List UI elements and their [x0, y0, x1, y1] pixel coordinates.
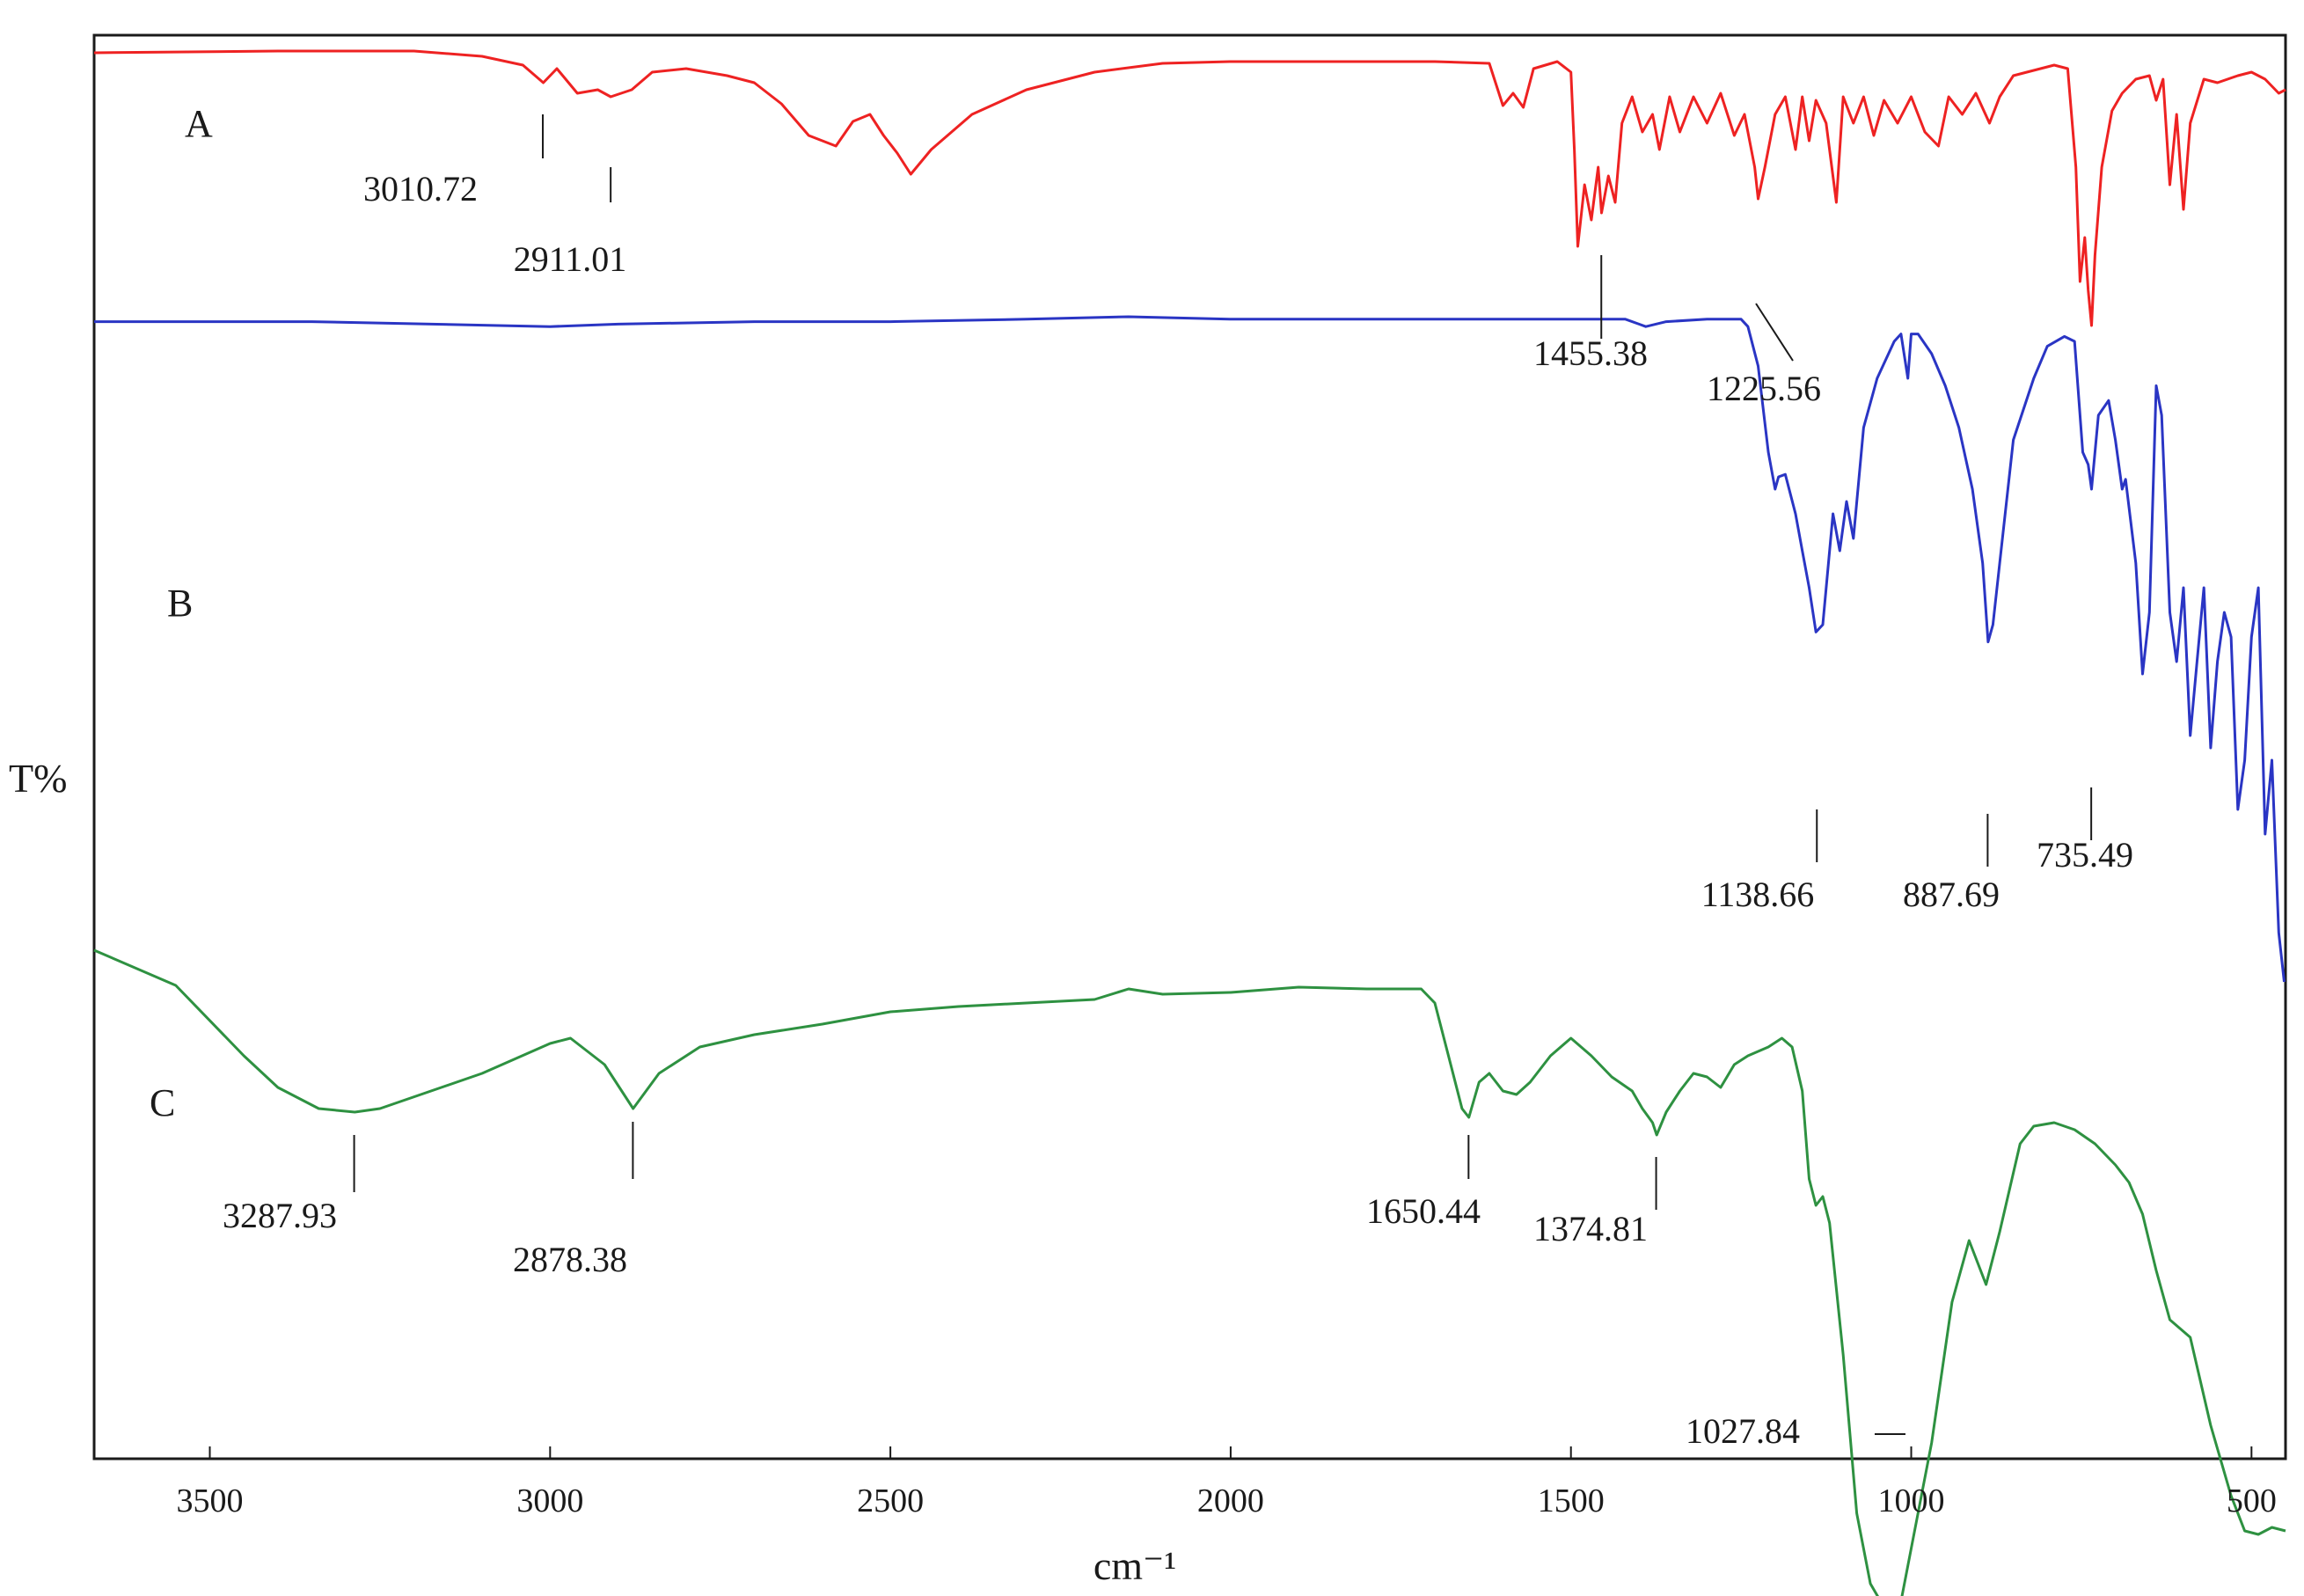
- x-axis-title: cm⁻¹: [1093, 1543, 1176, 1588]
- peak-label: 887.69: [1903, 875, 2000, 914]
- peak-label: 1650.44: [1366, 1191, 1481, 1231]
- series-line-c: [93, 948, 2286, 1596]
- peak-label: 2911.01: [514, 239, 627, 279]
- series-line-b: [94, 315, 2286, 983]
- plot-frame: [92, 33, 2287, 1461]
- series-line-a: [93, 49, 2286, 327]
- peak-label: 735.49: [2037, 835, 2133, 875]
- series-label-b: B: [167, 582, 193, 625]
- peak-label: 1027.84: [1686, 1411, 1800, 1451]
- peak-label: 3010.72: [363, 169, 478, 209]
- peak-marker: [1755, 303, 1794, 362]
- x-tick-label: 2500: [857, 1483, 924, 1519]
- x-tick-label: 1500: [1538, 1483, 1605, 1519]
- peak-label: 1138.66: [1701, 875, 1815, 914]
- peak-label: 1225.56: [1707, 369, 1821, 408]
- series-label-a: A: [185, 102, 213, 145]
- x-tick-label: 3000: [516, 1483, 583, 1519]
- y-axis-title: T%: [9, 756, 67, 801]
- peak-label: 1374.81: [1533, 1209, 1648, 1248]
- x-tick-label: 1000: [1878, 1483, 1945, 1519]
- peak-label: 3287.93: [223, 1196, 337, 1235]
- x-tick-label: 2000: [1197, 1483, 1264, 1519]
- peak-label: 1455.38: [1533, 333, 1648, 373]
- peak-label: 2878.38: [513, 1240, 627, 1279]
- x-tick-label: 3500: [177, 1483, 244, 1519]
- series-label-c: C: [150, 1081, 175, 1124]
- x-tick-label: 500: [2227, 1483, 2277, 1519]
